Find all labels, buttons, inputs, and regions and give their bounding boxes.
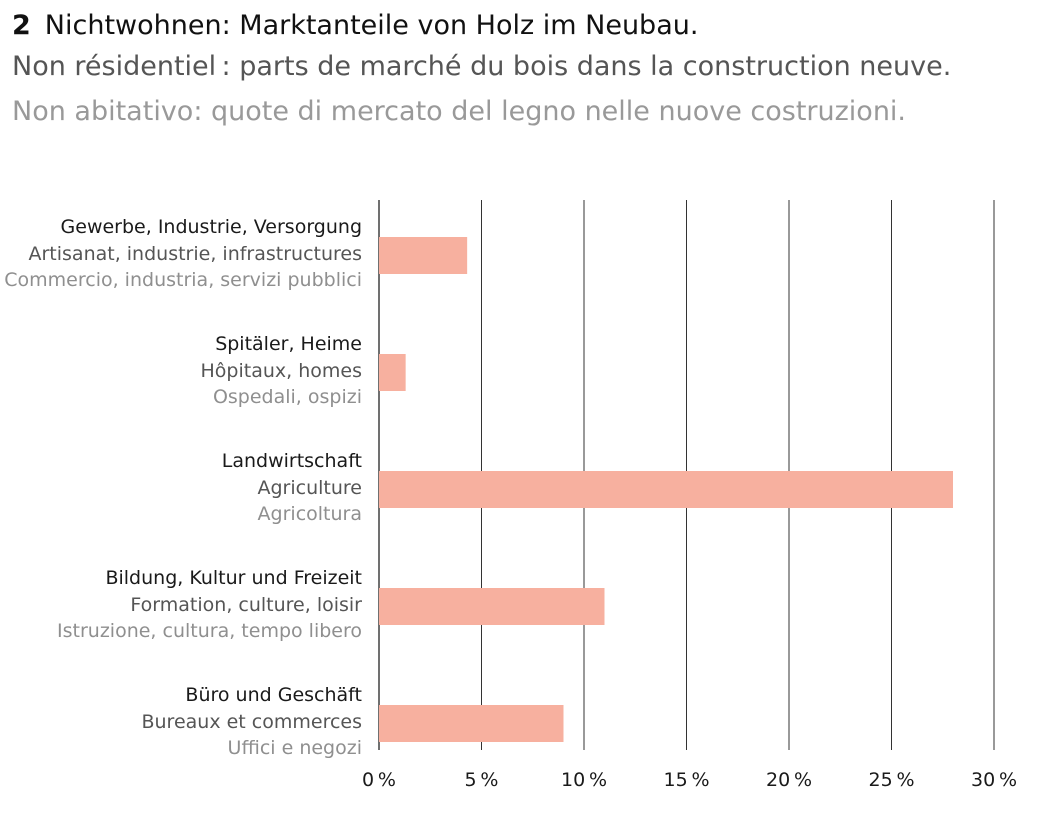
category-label-fr: Hôpitaux, homes [201, 360, 362, 382]
chart-title-de: 2 Nichtwohnen: Marktanteile von Holz im N… [12, 8, 1050, 44]
category-label-it: Uffici e negozi [228, 737, 362, 759]
bars [379, 237, 953, 742]
x-tick-label: 0 % [362, 769, 396, 791]
x-tick-label: 15 % [663, 769, 709, 791]
category-label-it: Istruzione, cultura, tempo libero [57, 620, 362, 642]
category-label-it: Ospedali, ospizi [213, 386, 362, 408]
figure-number: 2 [12, 10, 31, 41]
category-label-de: Bildung, Kultur und Freizeit [105, 567, 362, 589]
chart-titles: 2 Nichtwohnen: Marktanteile von Holz im N… [12, 8, 1050, 134]
x-tick-label: 20 % [766, 769, 812, 791]
bar-1 [379, 237, 468, 274]
category-label-fr: Bureaux et commerces [141, 711, 362, 733]
category-label-de: Büro und Geschäft [185, 684, 362, 706]
category-label-de: Landwirtschaft [222, 450, 362, 472]
category-label-fr: Formation, culture, loisir [130, 594, 362, 616]
x-tick-label: 25 % [868, 769, 914, 791]
bar-3 [379, 471, 953, 508]
x-tick-label: 10 % [561, 769, 607, 791]
category-label-fr: Agriculture [258, 477, 363, 499]
category-label-it: Commercio, industria, servizi pubblici [4, 269, 362, 291]
category-label-fr: Artisanat, industrie, infrastructures [28, 243, 362, 265]
bar-2 [379, 354, 406, 391]
category-label-it: Agricoltura [258, 503, 362, 525]
bar-5 [379, 705, 564, 742]
bar-4 [379, 588, 605, 625]
x-tick-label: 5 % [465, 769, 499, 791]
x-tick-label: 30 % [971, 769, 1017, 791]
title-de-text: Nichtwohnen: Marktanteile von Holz im Ne… [44, 10, 699, 41]
x-axis-ticks: 0 % 5 % 10 % 15 % 20 % 25 % 30 % [362, 769, 1017, 791]
category-label-de: Spitäler, Heime [215, 333, 362, 355]
category-label-de: Gewerbe, Industrie, Versorgung [61, 216, 362, 238]
chart-title-fr: Non résidentiel : parts de marché du boi… [12, 51, 952, 82]
chart-title-it: Non abitativo: quote di mercato del legn… [12, 96, 907, 127]
category-labels: Gewerbe, Industrie, Versorgung Artisanat,… [4, 216, 362, 759]
